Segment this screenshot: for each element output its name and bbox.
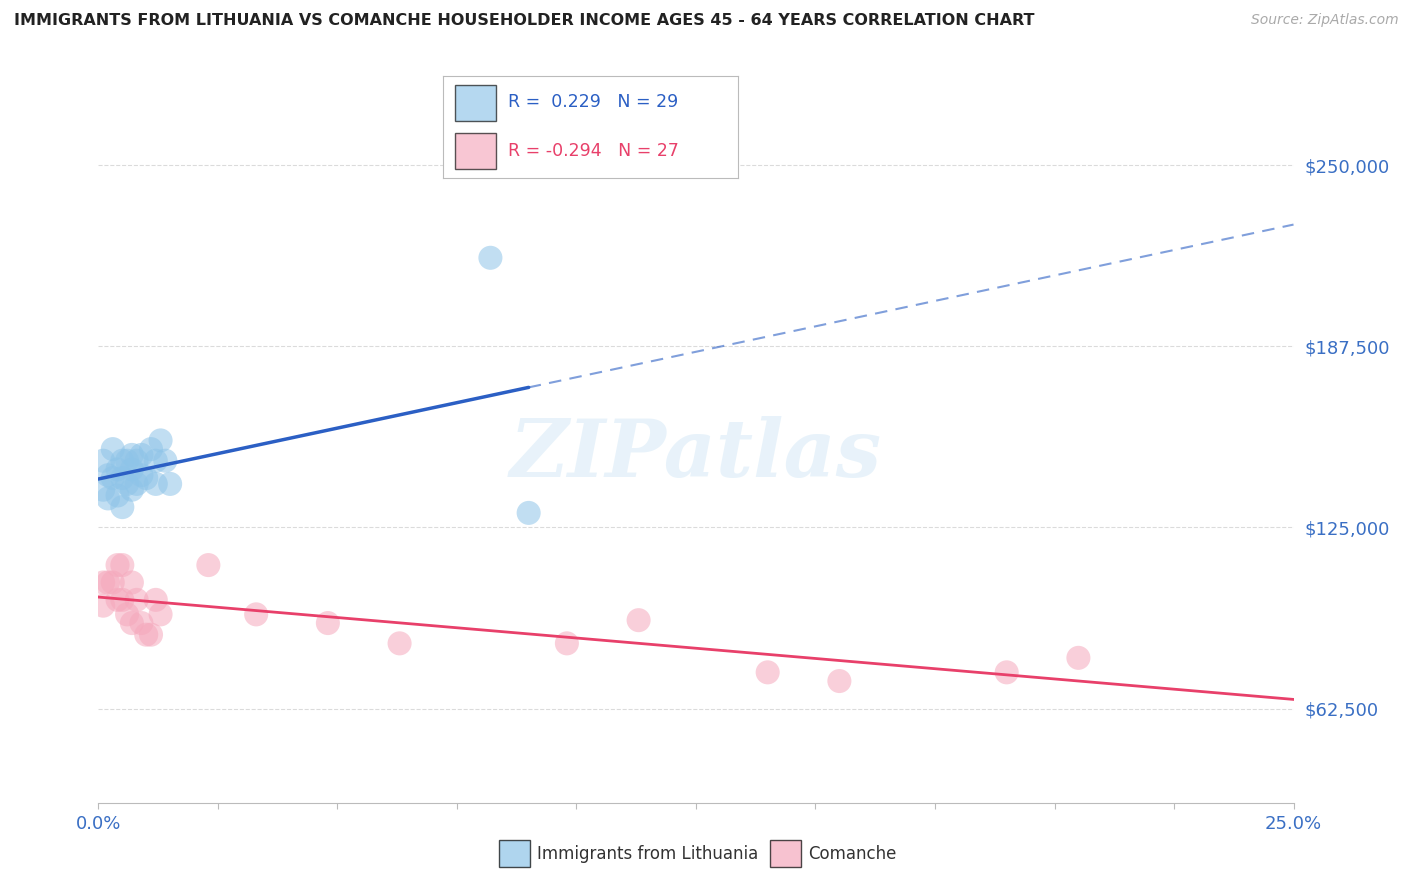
Point bbox=[627, 613, 650, 627]
Point bbox=[115, 476, 138, 491]
Point bbox=[517, 506, 540, 520]
Point bbox=[145, 592, 167, 607]
Point bbox=[131, 468, 153, 483]
Point bbox=[101, 471, 124, 485]
Point bbox=[107, 462, 129, 476]
Text: Comanche: Comanche bbox=[808, 845, 897, 863]
Point bbox=[145, 453, 167, 467]
Point bbox=[91, 575, 114, 590]
Point bbox=[107, 489, 129, 503]
Point bbox=[995, 665, 1018, 680]
Point bbox=[388, 636, 411, 650]
Y-axis label: Householder Income Ages 45 - 64 years: Householder Income Ages 45 - 64 years bbox=[0, 301, 7, 608]
Point bbox=[115, 607, 138, 622]
Point bbox=[125, 476, 148, 491]
Point bbox=[101, 575, 124, 590]
Point bbox=[149, 607, 172, 622]
FancyBboxPatch shape bbox=[454, 85, 496, 121]
Point bbox=[111, 500, 134, 514]
Point bbox=[555, 636, 578, 650]
FancyBboxPatch shape bbox=[454, 133, 496, 169]
Point bbox=[135, 628, 157, 642]
Point bbox=[121, 483, 143, 497]
Point bbox=[121, 615, 143, 630]
Point bbox=[125, 592, 148, 607]
Point bbox=[107, 558, 129, 573]
Point bbox=[756, 665, 779, 680]
Point bbox=[245, 607, 267, 622]
Point bbox=[145, 476, 167, 491]
Point bbox=[121, 462, 143, 476]
Point bbox=[97, 575, 120, 590]
Point bbox=[121, 575, 143, 590]
Text: Source: ZipAtlas.com: Source: ZipAtlas.com bbox=[1251, 13, 1399, 28]
Point bbox=[115, 453, 138, 467]
Point bbox=[828, 674, 851, 689]
Point bbox=[139, 628, 162, 642]
Point bbox=[316, 615, 339, 630]
Text: R = -0.294   N = 27: R = -0.294 N = 27 bbox=[508, 142, 679, 160]
Point bbox=[111, 592, 134, 607]
Point bbox=[111, 453, 134, 467]
Point bbox=[91, 453, 114, 467]
Point bbox=[135, 471, 157, 485]
Point bbox=[91, 483, 114, 497]
Point bbox=[149, 434, 172, 448]
Point bbox=[1067, 651, 1090, 665]
Text: Immigrants from Lithuania: Immigrants from Lithuania bbox=[537, 845, 758, 863]
Point bbox=[131, 448, 153, 462]
Point bbox=[131, 615, 153, 630]
Point bbox=[121, 448, 143, 462]
Text: IMMIGRANTS FROM LITHUANIA VS COMANCHE HOUSEHOLDER INCOME AGES 45 - 64 YEARS CORR: IMMIGRANTS FROM LITHUANIA VS COMANCHE HO… bbox=[14, 13, 1035, 29]
Text: R =  0.229   N = 29: R = 0.229 N = 29 bbox=[508, 94, 678, 112]
Point bbox=[101, 442, 124, 456]
Point bbox=[97, 468, 120, 483]
Point bbox=[125, 453, 148, 467]
Point bbox=[159, 476, 181, 491]
Text: ZIPatlas: ZIPatlas bbox=[510, 417, 882, 493]
Point bbox=[91, 599, 114, 613]
Point bbox=[107, 592, 129, 607]
Point bbox=[111, 471, 134, 485]
Point bbox=[479, 251, 502, 265]
Point bbox=[97, 491, 120, 506]
Point bbox=[139, 442, 162, 456]
Point bbox=[155, 453, 177, 467]
Point bbox=[111, 558, 134, 573]
Point bbox=[197, 558, 219, 573]
